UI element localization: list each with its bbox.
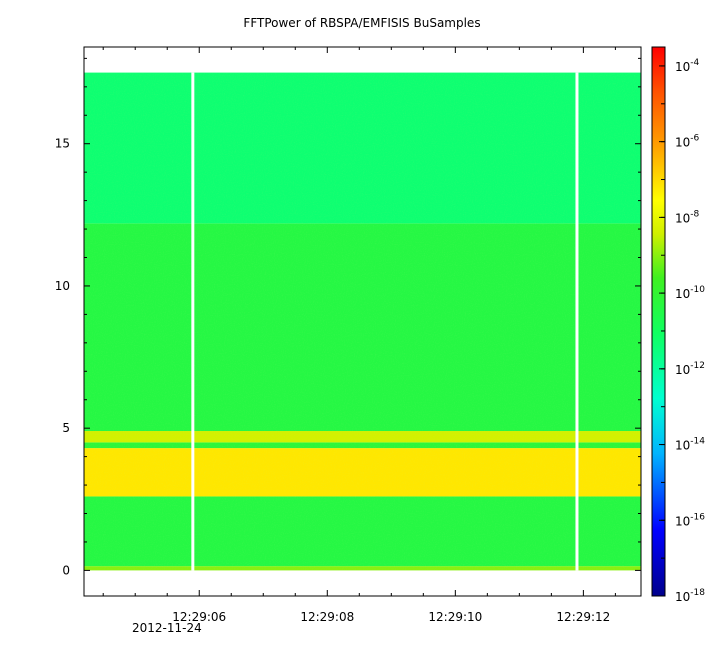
x-tick-label: 12:29:10	[428, 610, 482, 624]
colorbar-tick-label: 10-12	[675, 361, 705, 377]
x-axis: 12:29:06 12:29:08 12:29:10 12:29:12	[102, 47, 616, 624]
colorbar-tick-label: 10-8	[675, 209, 700, 225]
colorbar-tick-label: 10-10	[675, 285, 705, 301]
colorbar-tick-label: 10-14	[675, 437, 705, 453]
colorbar-axis: 10-4 10-6 10-8 10-10 10-12 10-14 10-16 10-18	[659, 58, 705, 604]
chart-title: FFTPower of RBSPA/EMFISIS BuSamples	[243, 16, 481, 30]
y-tick-label: 15	[55, 137, 70, 151]
y-tick-label: 10	[55, 279, 70, 293]
x-axis-date-label: 2012-11-24	[132, 621, 202, 635]
plot-area-border	[83, 46, 642, 597]
x-tick-label: 12:29:12	[556, 610, 610, 624]
colorbar-tick-label: 10-4	[675, 58, 700, 74]
data-gap	[575, 72, 579, 571]
colorbar-tick-label: 10-6	[675, 134, 700, 150]
y-axis: 0 5 10 15	[55, 57, 641, 577]
data-gap	[191, 72, 195, 571]
data-gaps	[191, 72, 579, 571]
colorbar-tick-label: 10-18	[675, 588, 705, 604]
x-tick-label: 12:29:08	[300, 610, 354, 624]
spectrogram-texture	[84, 73, 641, 570]
colorbar-tick-label: 10-16	[675, 512, 705, 528]
colorbar	[651, 46, 666, 597]
y-tick-label: 5	[62, 421, 70, 435]
y-tick-label: 0	[62, 563, 70, 577]
x-tick-label: 12:29:06	[172, 610, 226, 624]
